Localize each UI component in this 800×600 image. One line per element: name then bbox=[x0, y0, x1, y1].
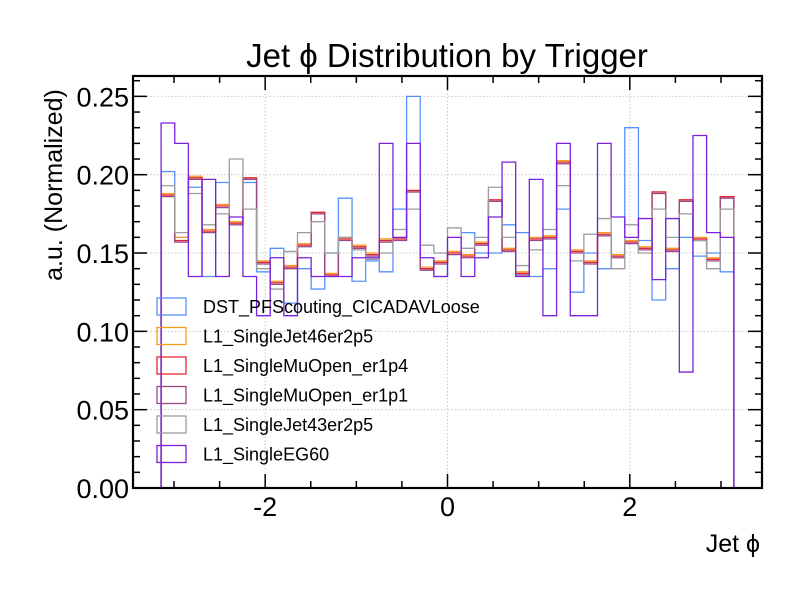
legend-label-0: DST_PFScouting_CICADAVLoose bbox=[203, 297, 480, 318]
legend-swatch-1 bbox=[156, 326, 187, 346]
legend-label-3: L1_SingleMuOpen_er1p1 bbox=[203, 386, 408, 407]
legend-label-5: L1_SingleEG60 bbox=[203, 445, 329, 466]
y-tick-label: 0.00 bbox=[76, 474, 129, 504]
legend-label-1: L1_SingleJet46er2p5 bbox=[203, 327, 373, 348]
legend-swatch-4 bbox=[156, 415, 187, 434]
legend-swatch-0 bbox=[156, 297, 187, 316]
x-tick-label: 2 bbox=[622, 492, 637, 522]
y-tick-label: 0.05 bbox=[76, 396, 129, 426]
series-line-5 bbox=[160, 122, 735, 488]
legend-swatch-3 bbox=[156, 385, 187, 405]
y-tick-label: 0.20 bbox=[76, 161, 129, 191]
y-tick-label: 0.15 bbox=[76, 239, 129, 269]
grid-lines bbox=[133, 76, 762, 489]
axes: -2 0 2 0.00 0.05 0.10 0.15 0.20 0.25 bbox=[76, 74, 764, 522]
legend-swatch-2 bbox=[156, 356, 187, 375]
x-tick-label: -2 bbox=[253, 492, 277, 522]
series-layer bbox=[160, 95, 735, 488]
x-axis-label: Jet ϕ bbox=[706, 530, 760, 558]
legend: DST_PFScouting_CICADAVLoose L1_SingleJet4… bbox=[156, 297, 480, 466]
y-tick-label: 0.25 bbox=[76, 82, 129, 112]
y-axis-label: a.u. (Normalized) bbox=[40, 89, 68, 281]
legend-swatch-5 bbox=[156, 444, 187, 464]
x-tick-label: 0 bbox=[440, 492, 455, 522]
legend-label-2: L1_SingleMuOpen_er1p4 bbox=[203, 356, 408, 377]
series-line-4 bbox=[160, 158, 735, 488]
y-tick-label: 0.10 bbox=[76, 317, 129, 347]
legend-label-4: L1_SingleJet43er2p5 bbox=[203, 415, 373, 436]
chart-title: Jet ϕ Distribution by Trigger bbox=[246, 37, 648, 74]
